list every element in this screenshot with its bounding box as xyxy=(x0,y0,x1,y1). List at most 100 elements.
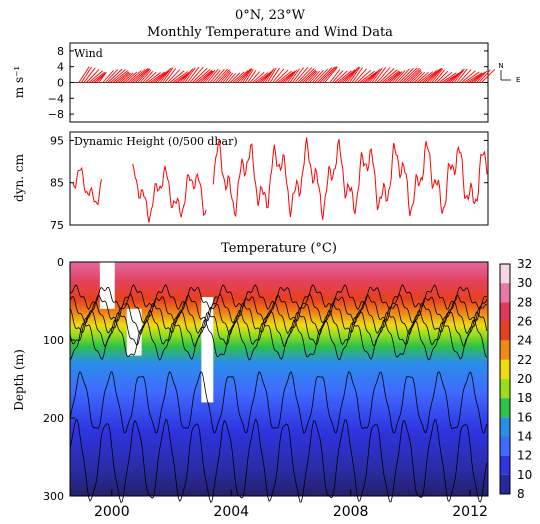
wind-vector xyxy=(237,68,251,83)
wind-vector xyxy=(456,68,468,83)
colorbar-swatch xyxy=(500,359,510,379)
isotherm-contour xyxy=(69,418,488,504)
wind-vector xyxy=(274,69,289,83)
wind-vector xyxy=(478,69,491,83)
wind-vector xyxy=(277,70,292,83)
temp-ytick-label: 300 xyxy=(43,490,64,503)
wind-vector xyxy=(169,70,185,83)
wind-vector xyxy=(187,66,200,83)
wind-vector xyxy=(428,67,443,83)
wind-vector xyxy=(421,70,438,83)
wind-vector xyxy=(316,67,333,83)
colorbar-label: 20 xyxy=(517,372,532,386)
dynamic-height-line xyxy=(132,163,207,223)
wind-vector xyxy=(481,68,496,83)
isotherm-contour xyxy=(69,293,488,324)
wind-vector xyxy=(83,67,96,83)
wind-vector xyxy=(247,70,257,83)
wind-vector xyxy=(174,71,191,83)
wind-vector xyxy=(157,68,171,83)
colorbar-label: 10 xyxy=(517,468,532,482)
wind-vector xyxy=(112,70,129,83)
wind-vector xyxy=(284,70,296,83)
wind-vector xyxy=(272,68,285,83)
wind-vector xyxy=(294,66,309,83)
wind-vector xyxy=(324,66,338,83)
wind-vector xyxy=(124,71,138,83)
wind-vector xyxy=(184,67,196,83)
wind-vector xyxy=(321,66,337,83)
temp-xtick-label: 2012 xyxy=(452,504,488,520)
wind-vector xyxy=(389,71,401,83)
wind-vector xyxy=(162,67,174,83)
wind-vector xyxy=(416,72,429,83)
wind-vector xyxy=(164,68,177,83)
wind-vector xyxy=(287,69,298,83)
wind-vector xyxy=(96,72,107,83)
wind-vector xyxy=(119,72,131,83)
wind-panel: Wind m s⁻¹ 8 4 0 −4 −8 N E xyxy=(12,42,520,123)
wind-vector xyxy=(441,72,457,83)
wind-vector xyxy=(331,70,344,83)
wind-vector xyxy=(314,68,329,83)
wind-vector xyxy=(424,68,440,83)
wind-vector xyxy=(172,71,189,83)
temperature-title: Temperature (°C) xyxy=(221,241,337,256)
colorbar-swatch xyxy=(500,474,510,494)
wind-vector xyxy=(438,71,453,83)
colorbar-swatch xyxy=(500,398,510,418)
wind-vector xyxy=(309,70,321,83)
wind-vector xyxy=(391,71,403,83)
wind-vector xyxy=(182,68,194,83)
wind-vector xyxy=(214,68,228,83)
wind-vector xyxy=(204,69,216,83)
wind-vector xyxy=(307,70,318,83)
wind-vector xyxy=(351,67,363,83)
wind-vector xyxy=(222,71,232,83)
dh-ytick-label: 75 xyxy=(50,219,64,232)
wind-vector xyxy=(433,69,445,83)
wind-vector xyxy=(346,66,360,83)
wind-vector xyxy=(117,72,130,83)
wind-vector xyxy=(149,71,166,83)
wind-vector xyxy=(115,71,130,83)
wind-vector xyxy=(206,68,219,83)
wind-vector xyxy=(137,68,151,83)
wind-vector xyxy=(122,72,134,83)
wind-vector xyxy=(336,70,352,83)
wind-vector xyxy=(239,68,252,83)
wind-vector xyxy=(384,70,400,83)
wind-vector xyxy=(292,67,304,83)
dynamic-height-frame xyxy=(69,131,489,226)
wind-vector xyxy=(234,70,249,83)
wind-vector xyxy=(78,66,90,83)
temp-xtick-label: 2000 xyxy=(94,504,130,520)
isotherm-contour xyxy=(69,284,487,310)
temp-xtick-label: 2008 xyxy=(333,504,369,520)
wind-vector xyxy=(356,69,372,83)
wind-key: N E xyxy=(498,62,520,84)
colorbar-label: 22 xyxy=(517,353,532,367)
wind-panel-title: Wind xyxy=(74,47,103,60)
wind-vector xyxy=(199,70,213,83)
colorbar-label: 16 xyxy=(517,410,532,424)
temp-xtick-label: 2004 xyxy=(213,504,249,520)
dynamic-height-title: Dynamic Height (0/500 dbar) xyxy=(74,135,238,148)
wind-ytick-label: −8 xyxy=(48,108,64,121)
wind-vector xyxy=(289,68,300,83)
dh-ytick-label: 95 xyxy=(50,134,64,147)
colorbar-swatch xyxy=(500,283,510,303)
wind-ylabel: m s⁻¹ xyxy=(12,66,26,99)
colorbar-label: 14 xyxy=(517,430,532,444)
wind-vector xyxy=(436,70,449,83)
wind-vector xyxy=(254,72,269,83)
wind-vector xyxy=(88,70,103,83)
wind-vector xyxy=(401,67,418,83)
wind-vector xyxy=(264,68,275,83)
wind-vector xyxy=(110,69,126,83)
wind-vector xyxy=(319,66,336,83)
wind-vector xyxy=(227,72,237,83)
colorbar-swatch xyxy=(500,417,510,437)
wind-vector xyxy=(147,72,161,83)
dynamic-height-panel: Dynamic Height (0/500 dbar) dyn. cm 95 85… xyxy=(12,131,489,232)
